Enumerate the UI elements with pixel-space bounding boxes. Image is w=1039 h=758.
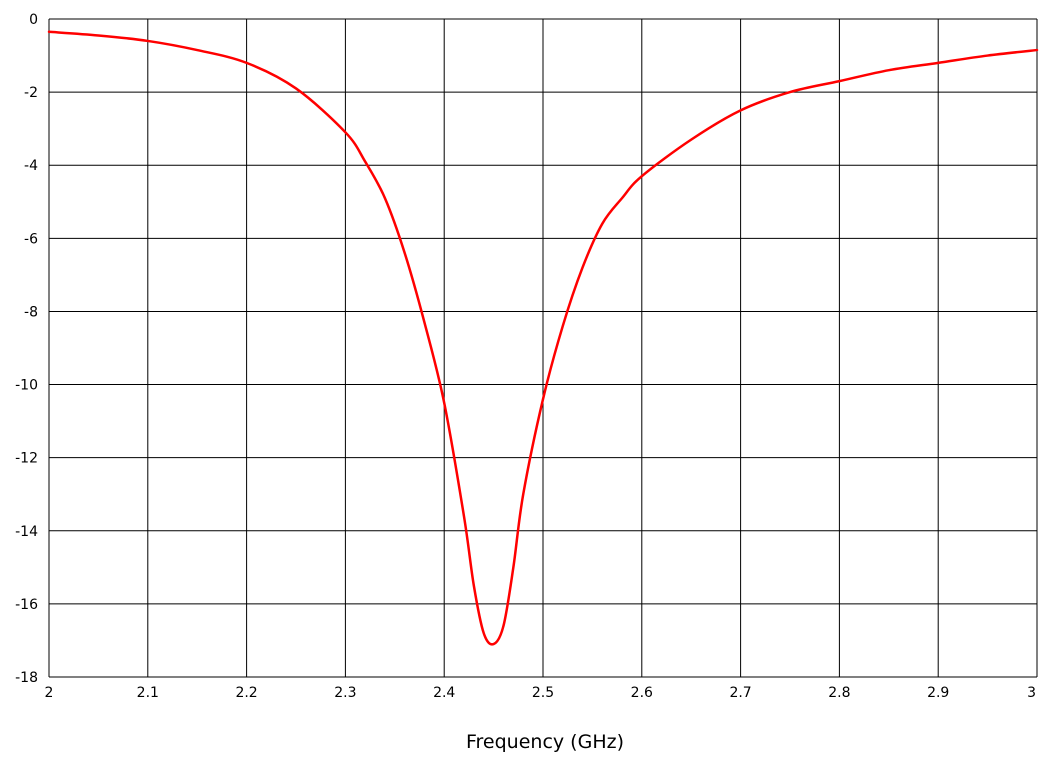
x-tick-label: 2.3 <box>334 685 356 701</box>
y-tick-label: -4 <box>24 158 38 174</box>
x-tick-label: 2.5 <box>532 685 554 701</box>
x-tick-label: 2.8 <box>828 685 850 701</box>
x-tick-label: 2.7 <box>729 685 751 701</box>
x-axis-label: Frequency (GHz) <box>466 731 624 753</box>
y-tick-label: -8 <box>24 304 38 320</box>
x-tick-label: 3 <box>1027 685 1036 701</box>
y-tick-label: -6 <box>24 231 38 247</box>
y-tick-label: -16 <box>15 597 38 613</box>
series-layer <box>47 30 1039 646</box>
x-tick-label: 2.9 <box>927 685 949 701</box>
y-tick-label: -14 <box>15 524 38 540</box>
x-tick-labels: 2 2.1 2.2 2.3 2.4 2.5 2.6 2.7 2.8 2.9 3 <box>45 685 1036 701</box>
y-tick-labels: 0 -2 -4 -6 -8 -10 -12 -14 -16 -18 <box>15 12 38 686</box>
y-tick-label: -2 <box>24 85 38 101</box>
x-tick-label: 2.6 <box>631 685 653 701</box>
series-line <box>47 30 1039 646</box>
x-tick-label: 2.4 <box>433 685 455 701</box>
y-tick-label: -12 <box>15 451 38 467</box>
x-tick-label: 2 <box>45 685 54 701</box>
y-tick-label: -18 <box>15 670 38 686</box>
x-tick-label: 2.2 <box>235 685 257 701</box>
grid <box>48 18 1038 678</box>
y-tick-label: 0 <box>29 12 38 28</box>
x-tick-label: 2.1 <box>137 685 159 701</box>
y-tick-label: -10 <box>15 378 38 394</box>
